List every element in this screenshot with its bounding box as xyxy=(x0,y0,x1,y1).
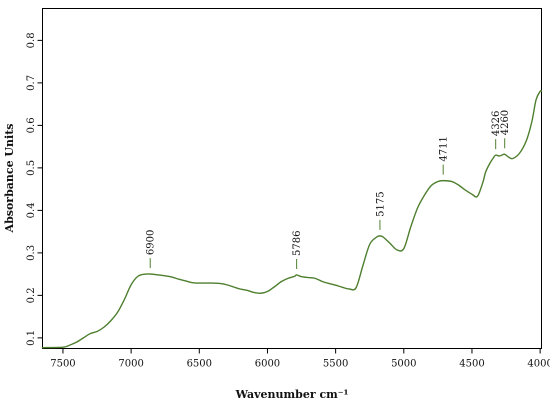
y-tick-label: 0.4 xyxy=(26,202,37,218)
x-tick-label: 7500 xyxy=(50,359,75,370)
y-tick-label: 0.2 xyxy=(26,287,37,303)
x-tick-label: 5500 xyxy=(323,359,348,370)
plot-frame xyxy=(42,8,542,349)
x-tick-label: 6000 xyxy=(255,359,280,370)
peak-label: 4326 xyxy=(491,111,502,136)
y-tick-label: 0.1 xyxy=(26,330,37,346)
x-tick-label: 4000 xyxy=(527,359,550,370)
y-tick-label: 0.5 xyxy=(26,160,37,176)
x-tick-label: 6500 xyxy=(187,359,212,370)
x-tick-label: 5000 xyxy=(391,359,416,370)
peak-label: 4260 xyxy=(500,110,511,135)
y-tick-label: 0.8 xyxy=(26,32,37,48)
peak-label: 5175 xyxy=(375,191,386,216)
x-axis: 7500 7000 6500 6000 5500 5000 4500 4000 xyxy=(50,348,550,370)
y-tick-label: 0.3 xyxy=(26,245,37,261)
y-tick-label: 0.6 xyxy=(26,117,37,133)
peak-label: 4711 xyxy=(439,136,450,161)
absorbance-series-line xyxy=(41,90,543,349)
y-axis-title: Absorbance Units xyxy=(3,124,16,234)
y-tick-label: 0.7 xyxy=(26,75,37,91)
x-tick-label: 4500 xyxy=(459,359,484,370)
x-tick-label: 7000 xyxy=(118,359,143,370)
peak-label: 6900 xyxy=(146,230,157,255)
y-axis: 0.1 0.2 0.3 0.4 0.5 0.6 0.7 0.8 xyxy=(26,32,43,346)
x-axis-title: Wavenumber cm⁻¹ xyxy=(235,388,349,401)
series-layer xyxy=(41,90,543,349)
peak-label: 5786 xyxy=(292,231,303,256)
